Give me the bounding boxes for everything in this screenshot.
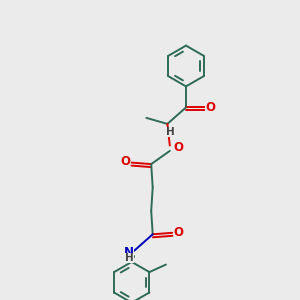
Text: O: O bbox=[120, 155, 130, 168]
Text: H: H bbox=[166, 127, 175, 137]
Text: H: H bbox=[125, 253, 134, 263]
Text: O: O bbox=[205, 101, 215, 114]
Text: N: N bbox=[124, 245, 134, 259]
Text: O: O bbox=[173, 141, 183, 154]
Text: O: O bbox=[174, 226, 184, 239]
